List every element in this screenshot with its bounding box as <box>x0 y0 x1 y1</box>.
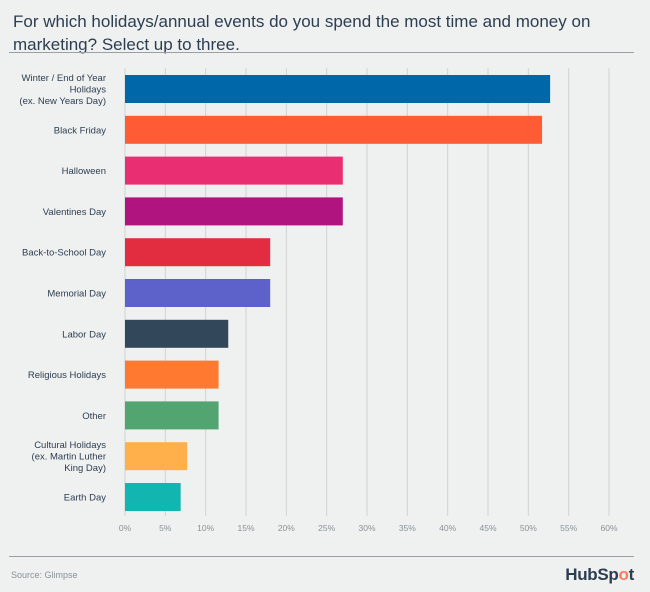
chart-title: For which holidays/annual events do you … <box>13 12 591 54</box>
bar <box>125 115 543 144</box>
category-label: Cultural Holidays (ex. Martin Luther King … <box>32 440 107 474</box>
category-label: Other <box>82 411 106 422</box>
bar <box>125 238 271 267</box>
bar <box>125 75 551 103</box>
bar <box>125 319 229 348</box>
x-tick-label: 5% <box>159 523 172 533</box>
category-label: Religious Holidays <box>28 370 106 381</box>
category-label: Black Friday <box>54 125 107 136</box>
category-label: Earth Day <box>64 493 106 504</box>
title-divider <box>9 52 634 53</box>
category-label: Halloween <box>62 166 106 177</box>
x-tick-label: 30% <box>358 523 375 533</box>
x-tick-label: 0% <box>119 523 132 533</box>
hubspot-logo: HubSpot <box>565 565 634 584</box>
bar <box>125 279 271 307</box>
category-label: Back-to-School Day <box>22 248 106 259</box>
x-tick-label: 20% <box>278 523 295 533</box>
bar <box>125 360 219 389</box>
x-tick-label: 50% <box>520 523 537 533</box>
category-label: Winter / End of Year Holidays (ex. New Yea… <box>19 73 106 107</box>
category-label: Labor Day <box>62 329 106 340</box>
bar <box>125 197 343 226</box>
x-tick-label: 60% <box>600 523 617 533</box>
x-tick-label: 25% <box>318 523 335 533</box>
source-note: Source: Glimpse <box>11 570 78 580</box>
x-tick-label: 15% <box>237 523 254 533</box>
bar <box>125 442 188 471</box>
x-tick-label: 40% <box>439 523 456 533</box>
x-tick-label: 10% <box>197 523 214 533</box>
x-tick-label: 35% <box>399 523 416 533</box>
bar <box>125 401 219 430</box>
bar <box>125 156 343 185</box>
x-tick-label: 55% <box>560 523 577 533</box>
footer-divider <box>9 556 634 557</box>
category-label: Memorial Day <box>47 289 106 300</box>
x-tick-label: 45% <box>479 523 496 533</box>
category-label: Valentines Day <box>43 207 106 218</box>
bar <box>125 483 181 511</box>
